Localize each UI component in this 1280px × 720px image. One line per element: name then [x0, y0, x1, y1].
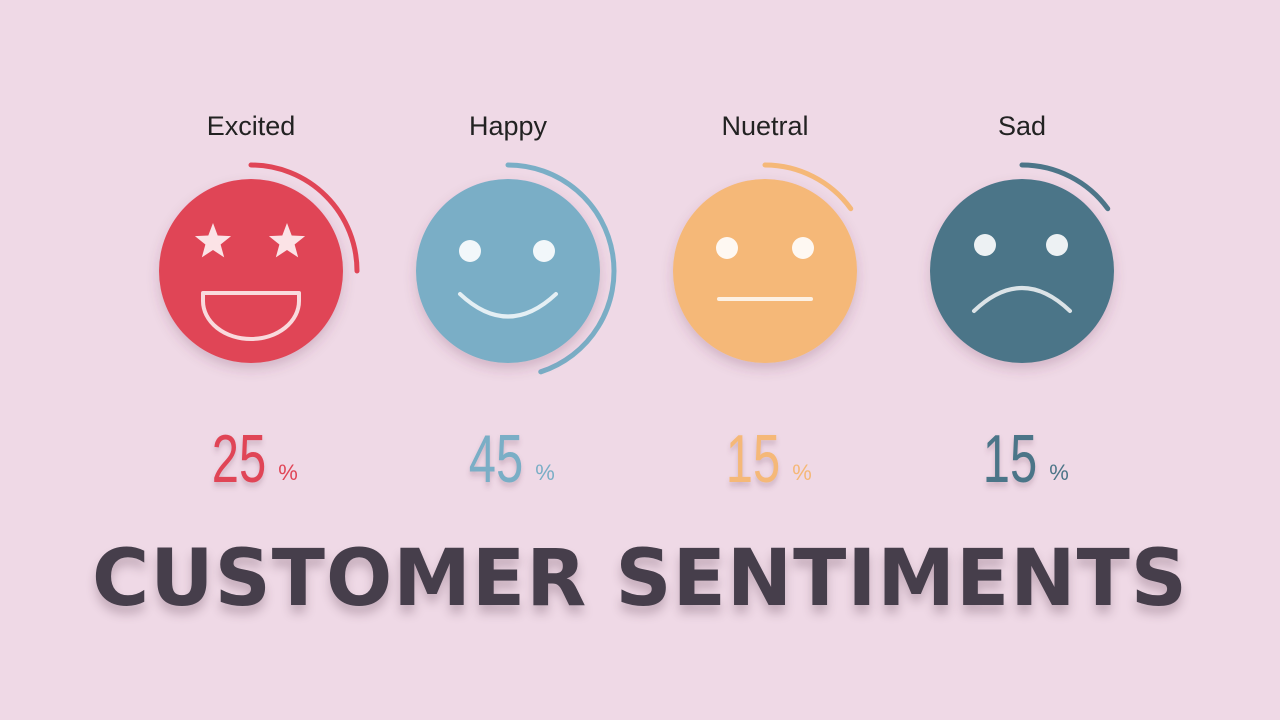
sentiment-group-happy: Happy 45% [416, 111, 617, 497]
percent-sign: % [535, 460, 555, 485]
chart-title: CUSTOMER SENTIMENTS [92, 534, 1188, 624]
neutral-face-icon [716, 237, 814, 301]
star-eyes-grin-face-icon [194, 223, 306, 341]
progress-arc [1019, 162, 1111, 212]
sentiment-group-sad: Sad 15% [930, 111, 1114, 497]
percent-value: 15 [726, 420, 780, 497]
face-circle [159, 179, 343, 363]
percent-sign: % [1049, 460, 1069, 485]
sentiment-group-excited: Excited 25% [159, 111, 360, 497]
face-circle [416, 179, 600, 363]
progress-arc [505, 162, 617, 375]
percent-value: 25 [212, 420, 266, 497]
face-circle [930, 179, 1114, 363]
progress-arc [762, 162, 854, 212]
category-label: Nuetral [721, 111, 808, 141]
percent-value: 45 [469, 420, 523, 497]
percent-sign: % [278, 460, 298, 485]
category-label: Happy [469, 111, 548, 141]
smiling-face-icon [458, 240, 558, 319]
sentiment-group-nuetral: Nuetral 15% [673, 111, 857, 497]
category-label: Excited [207, 111, 296, 141]
progress-arc [248, 162, 360, 274]
category-label: Sad [998, 111, 1046, 141]
sad-face-icon [972, 234, 1072, 313]
percent-sign: % [792, 460, 812, 485]
percent-value: 15 [983, 420, 1037, 497]
face-circle [673, 179, 857, 363]
